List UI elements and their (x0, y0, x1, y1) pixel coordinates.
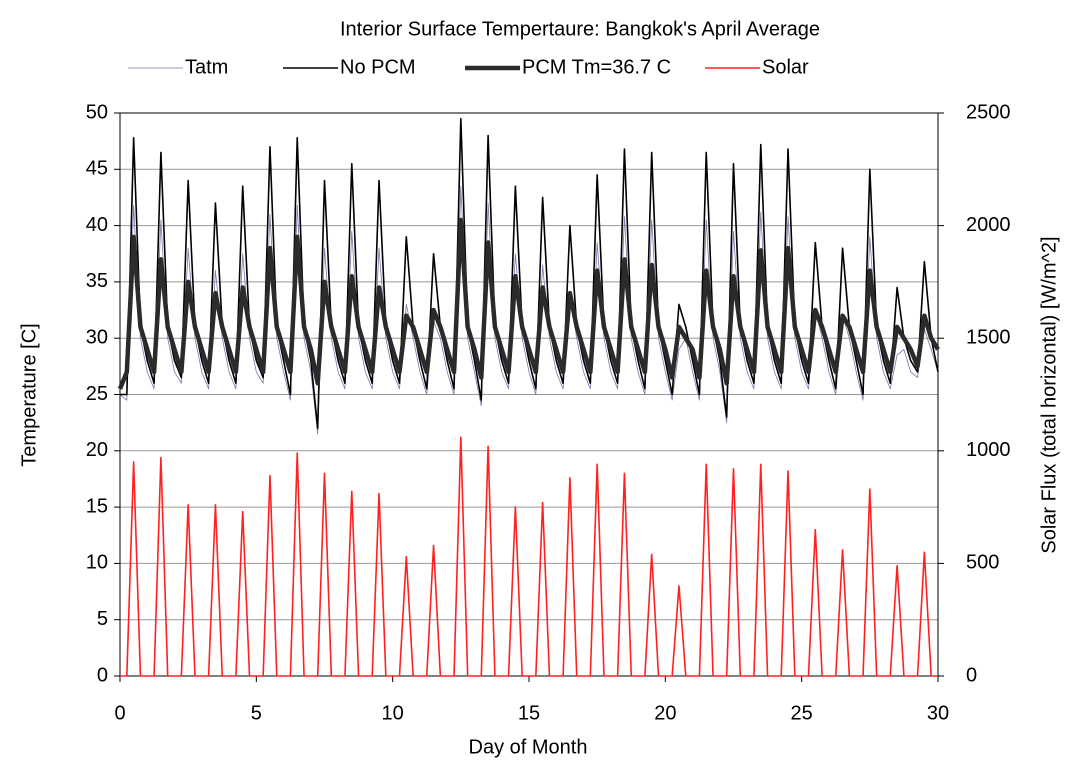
y-tick-label: 15 (86, 495, 108, 517)
y-tick-label: 40 (86, 214, 108, 236)
y-tick-label: 0 (97, 664, 108, 686)
y2-tick-label: 2000 (966, 214, 1011, 236)
y-tick-label: 20 (86, 439, 108, 461)
series-line (120, 117, 939, 430)
x-tick-label: 15 (518, 702, 540, 724)
series-line (120, 436, 938, 677)
y2-tick-label: 1000 (966, 439, 1011, 461)
y2-tick-label: 1500 (966, 326, 1011, 348)
x-tick-label: 0 (114, 702, 125, 724)
legend-label: Solar (762, 56, 809, 78)
x-tick-label: 30 (927, 702, 949, 724)
x-axis-title: Day of Month (469, 736, 588, 758)
y-tick-label: 45 (86, 158, 108, 180)
y-tick-label: 30 (86, 326, 108, 348)
series-line (117, 217, 940, 390)
x-tick-label: 10 (382, 702, 404, 724)
y-tick-label: 35 (86, 270, 108, 292)
x-tick-label: 20 (654, 702, 676, 724)
y-axis-title: Temperature [C] (18, 323, 40, 466)
legend-label: PCM Tm=36.7 C (522, 56, 671, 78)
y-tick-label: 5 (97, 608, 108, 630)
y2-tick-label: 0 (966, 664, 977, 686)
series-line (119, 185, 939, 435)
x-tick-label: 25 (791, 702, 813, 724)
y2-tick-label: 500 (966, 552, 999, 574)
y-tick-label: 50 (86, 101, 108, 123)
x-tick-label: 5 (251, 702, 262, 724)
chart-title: Interior Surface Tempertaure: Bangkok's … (340, 18, 820, 40)
legend-label: No PCM (340, 56, 416, 78)
y-tick-label: 25 (86, 383, 108, 405)
y-tick-label: 10 (86, 552, 108, 574)
y2-tick-label: 2500 (966, 101, 1011, 123)
legend-label: Tatm (185, 56, 228, 78)
y2-axis-title: Solar Flux (total horizontal) [W/m^2] (1038, 236, 1060, 553)
